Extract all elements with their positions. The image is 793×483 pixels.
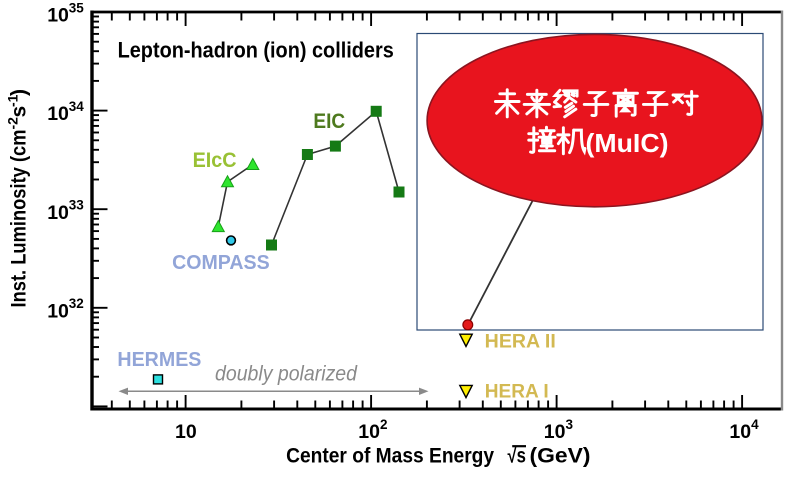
svg-text:HERMES: HERMES	[117, 349, 201, 371]
svg-text:EIC: EIC	[313, 110, 345, 133]
svg-text:(MuIC): (MuIC)	[586, 128, 669, 158]
svg-text:EIcC: EIcC	[193, 148, 237, 172]
svg-text:-2: -2	[5, 117, 21, 130]
svg-text:-1: -1	[5, 94, 21, 107]
svg-text:2: 2	[380, 417, 388, 432]
svg-text:Center of Mass Energy: Center of Mass Energy	[286, 445, 494, 468]
svg-text:HERA II: HERA II	[485, 331, 556, 353]
svg-text:(GeV): (GeV)	[530, 445, 591, 468]
svg-text:√s: √s	[508, 445, 527, 468]
svg-text:4: 4	[751, 417, 759, 432]
svg-text:COMPASS: COMPASS	[172, 251, 270, 274]
svg-text:): )	[8, 89, 31, 96]
svg-text:10: 10	[358, 421, 380, 443]
svg-text:Lepton-hadron (ion) colliders: Lepton-hadron (ion) colliders	[118, 38, 394, 63]
svg-text:10: 10	[729, 421, 751, 443]
svg-text:34: 34	[69, 99, 85, 114]
svg-text:doubly polarized: doubly polarized	[215, 363, 358, 386]
svg-text:s: s	[8, 106, 31, 118]
svg-text:35: 35	[69, 0, 85, 15]
svg-text:33: 33	[69, 198, 85, 213]
svg-text:32: 32	[69, 296, 84, 311]
svg-text:10: 10	[175, 421, 197, 443]
svg-text:10: 10	[544, 421, 566, 443]
svg-text:HERA I: HERA I	[485, 381, 549, 403]
svg-text:10: 10	[47, 202, 69, 224]
svg-text:10: 10	[47, 300, 69, 322]
svg-text:10: 10	[47, 103, 69, 125]
svg-text:3: 3	[566, 417, 574, 432]
svg-text:10: 10	[47, 5, 69, 27]
svg-text:Inst. Luminosity (cm: Inst. Luminosity (cm	[8, 130, 31, 308]
